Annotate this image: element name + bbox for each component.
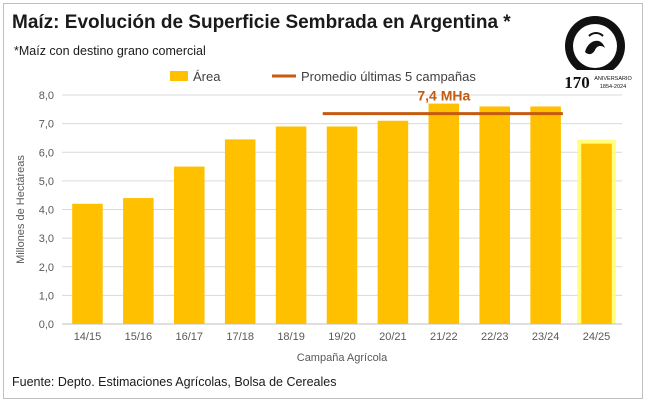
bar-24-25 [581, 143, 612, 324]
x-tick-label: 14/15 [74, 331, 102, 343]
x-tick-label: 20/21 [379, 331, 407, 343]
chart-title: Maíz: Evolución de Superficie Sembrada e… [12, 12, 511, 33]
bar-16-17 [174, 166, 205, 324]
x-tick-label: 23/24 [532, 331, 560, 343]
x-axis-ticks: 14/15 15/16 16/17 17/18 18/19 19/20 20/21 21/22… [74, 331, 611, 343]
bar-20-21 [377, 120, 409, 324]
y-tick-label: 8,0 [39, 90, 54, 102]
bars [72, 103, 616, 325]
legend-area-swatch [170, 71, 188, 81]
legend: Área Promedio últimas 5 campañas [170, 69, 476, 84]
logo-anniversary: ANIVERSARIO [594, 76, 632, 82]
average-line-group: 7,4 MHa [322, 88, 563, 116]
y-axis-title: Millones de Hectáreas [15, 155, 27, 264]
x-axis-title: Campaña Agrícola [297, 352, 388, 364]
logo-banner [557, 70, 633, 90]
bar-23-24 [530, 106, 561, 324]
bar-17-18 [224, 139, 256, 324]
x-tick-label: 18/19 [277, 331, 305, 343]
bar-15-16 [123, 198, 154, 324]
x-tick-label: 15/16 [125, 331, 153, 343]
bar-21-22 [428, 103, 460, 325]
bar-22-23 [479, 106, 510, 324]
bar-18-19 [275, 126, 307, 324]
logo-emblem-icon [585, 40, 605, 55]
x-tick-label: 21/22 [430, 331, 458, 343]
y-tick-label: 1,0 [39, 290, 54, 302]
logo-years: 1854-2024 [600, 84, 626, 90]
x-tick-label: 17/18 [226, 331, 254, 343]
y-tick-label: 6,0 [39, 147, 54, 159]
logo-emblem-arc-icon [588, 32, 604, 37]
x-tick-label: 16/17 [176, 331, 204, 343]
chart-subtitle: *Maíz con destino grano comercial [14, 44, 206, 58]
y-tick-label: 2,0 [39, 262, 54, 274]
logo-number: 170 [564, 73, 590, 92]
average-line-label: 7,4 MHa [417, 88, 470, 104]
bar-19-20 [326, 126, 358, 324]
y-tick-label: 5,0 [39, 176, 54, 188]
source-note: Fuente: Depto. Estimaciones Agrícolas, B… [12, 375, 337, 389]
y-axis-ticks: 0,0 1,0 2,0 3,0 4,0 5,0 6,0 7,0 8,0 [39, 90, 54, 331]
x-tick-label: 22/23 [481, 331, 509, 343]
x-tick-label: 24/25 [583, 331, 611, 343]
legend-average-label: Promedio últimas 5 campañas [301, 69, 476, 84]
bar-14-15 [72, 203, 103, 324]
bolsa-de-cereales-logo: 170 ANIVERSARIO 1854-2024 [557, 16, 633, 92]
y-tick-label: 4,0 [39, 205, 54, 217]
x-tick-label: 19/20 [328, 331, 356, 343]
y-tick-label: 0,0 [39, 319, 54, 331]
y-tick-label: 3,0 [39, 233, 54, 245]
legend-area-label: Área [193, 69, 221, 84]
y-tick-label: 7,0 [39, 119, 54, 131]
